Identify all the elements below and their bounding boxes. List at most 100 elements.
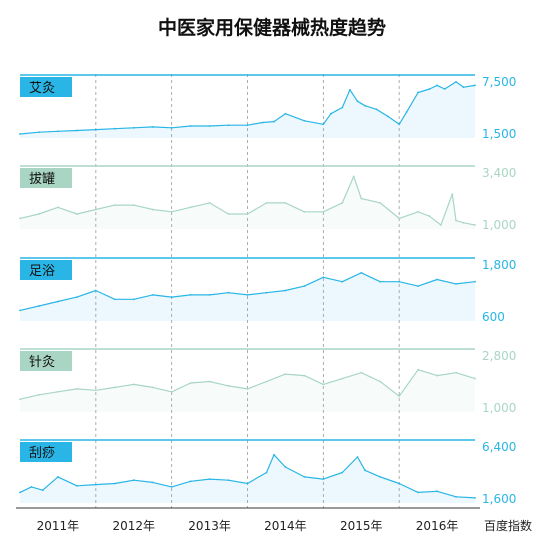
series-point (208, 202, 211, 204)
y-min-label: 600 (482, 310, 505, 324)
series-area (20, 81, 475, 138)
series-point (436, 374, 438, 377)
series-name: 足浴 (29, 264, 55, 279)
series-point (417, 285, 419, 287)
series-point (398, 123, 401, 126)
series-point (227, 291, 230, 294)
series-point (113, 127, 116, 130)
series-point (76, 388, 78, 390)
series-point (428, 215, 431, 218)
series-point (398, 395, 401, 398)
series-point (170, 210, 173, 213)
series-name: 刮痧 (29, 445, 55, 461)
series-point (151, 208, 154, 211)
series-name: 针灸 (29, 355, 55, 370)
series-point (284, 112, 287, 115)
series-point (38, 305, 40, 307)
series-point (189, 206, 192, 209)
series-point (132, 204, 135, 207)
series-area (20, 369, 475, 412)
series-point (76, 129, 78, 132)
series-point (379, 380, 382, 383)
series-point (170, 390, 173, 393)
series-point (265, 291, 268, 294)
series-point (474, 497, 476, 499)
series-point (19, 491, 21, 494)
series-point (284, 289, 287, 292)
y-max-label: 6,400 (482, 440, 516, 454)
series-area (20, 454, 475, 503)
series-point (322, 276, 325, 279)
series-point (132, 479, 135, 482)
x-tick-label: 2012年 (112, 519, 155, 533)
panel-3: 足浴 1,800 600 (19, 257, 516, 324)
series-point (451, 193, 454, 196)
series-point (436, 490, 438, 493)
series-point (341, 106, 344, 109)
series-point (284, 202, 287, 204)
series-point (94, 483, 97, 486)
series-point (132, 298, 135, 301)
series-label-tag (20, 442, 72, 462)
series-point (246, 213, 249, 215)
series-point (462, 86, 465, 89)
series-point (440, 224, 442, 226)
series-point (398, 217, 401, 220)
series-point (19, 309, 21, 312)
series-point (352, 175, 355, 178)
series-point (132, 126, 135, 129)
panel-5: 刮痧 6,400 1,600 (19, 439, 516, 506)
chart-title: 中医家用保健器械热度趋势 (158, 16, 386, 39)
series-point (189, 382, 192, 384)
panel-1: 艾灸 7,500 1,500 (19, 74, 516, 141)
series-point (94, 128, 97, 131)
series-point (356, 100, 359, 103)
series-point (417, 210, 419, 213)
series-point (227, 213, 230, 215)
series-point (265, 380, 268, 383)
series-point (303, 285, 306, 287)
series-point (417, 491, 419, 494)
series-point (474, 84, 476, 87)
series-point (208, 380, 211, 383)
series-point (360, 197, 363, 200)
series-point (57, 130, 59, 133)
panel-2: 拔罐 3,400 1,000 (19, 165, 516, 232)
series-name: 拔罐 (29, 172, 55, 187)
series-point (38, 213, 40, 215)
y-max-label: 1,800 (482, 258, 516, 272)
series-point (208, 478, 211, 480)
series-point (360, 371, 363, 374)
y-max-label: 7,500 (482, 75, 516, 89)
series-point (113, 386, 116, 389)
series-point (151, 481, 154, 484)
series-point (151, 126, 154, 128)
series-point (436, 84, 438, 87)
series-point (386, 115, 389, 118)
series-point (273, 453, 275, 456)
series-point (189, 480, 192, 483)
series-point (246, 294, 249, 296)
y-min-label: 1,000 (482, 401, 516, 415)
series-point (246, 124, 249, 127)
series-point (341, 377, 344, 380)
series-point (303, 210, 306, 213)
series-name: 艾灸 (29, 81, 55, 96)
series-point (364, 469, 366, 472)
series-point (265, 202, 268, 204)
series-point (151, 294, 154, 296)
series-point (398, 482, 401, 485)
series-point (364, 104, 366, 107)
x-tick-label: 2016年 (416, 519, 459, 533)
series-point (76, 213, 78, 215)
series-point (57, 390, 59, 393)
series-point (474, 377, 476, 380)
series-point (474, 224, 476, 226)
series-point (322, 210, 325, 213)
series-line (19, 81, 476, 135)
series-label-tag (20, 260, 72, 280)
series-point (261, 121, 264, 124)
series-point (398, 280, 401, 283)
x-tick-label: 2013年 (188, 519, 231, 533)
